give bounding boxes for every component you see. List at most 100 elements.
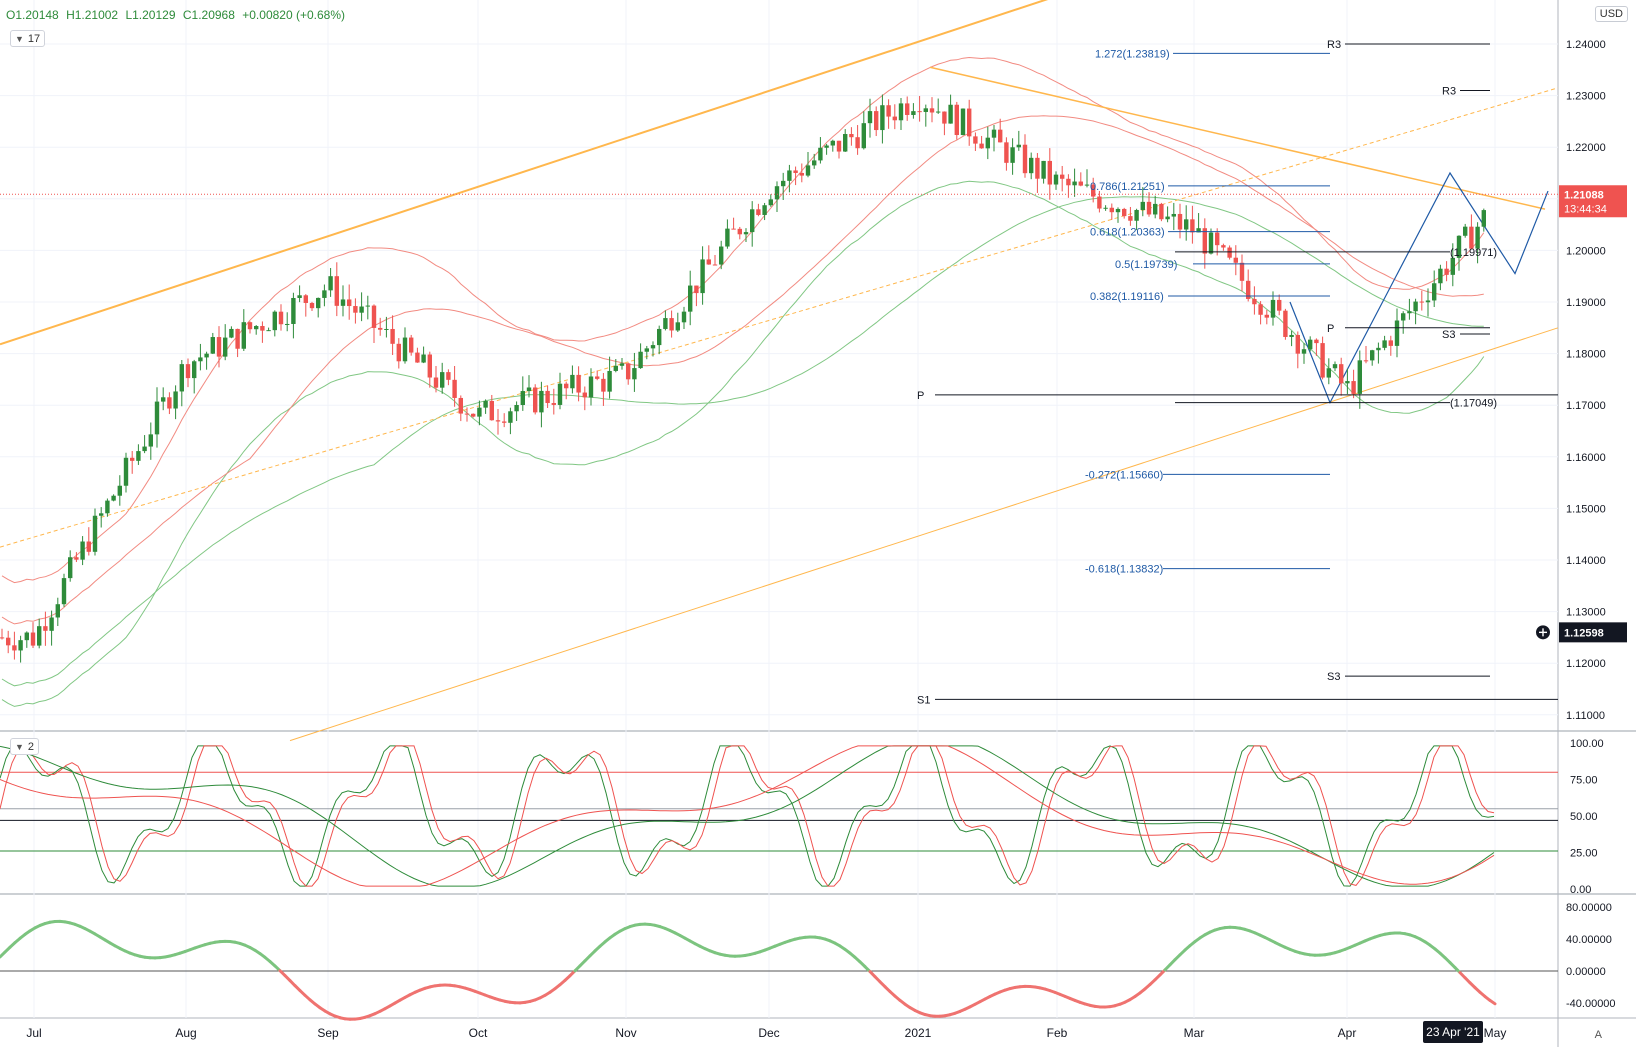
candle	[557, 383, 563, 405]
candle	[638, 351, 643, 369]
price-tick-label: 1.12000	[1566, 658, 1606, 670]
candle	[774, 186, 780, 200]
candle	[123, 457, 129, 486]
candle	[477, 407, 482, 417]
candle	[1097, 196, 1102, 209]
candle	[626, 363, 631, 380]
candle	[1444, 268, 1449, 275]
pivot-level-label: R3	[1327, 39, 1341, 51]
pivot-level-label: S1	[917, 694, 930, 706]
stoch-indicators-toggle[interactable]: ▼ 2	[10, 738, 40, 755]
candle	[161, 397, 166, 402]
candle	[973, 136, 978, 144]
candle	[322, 290, 327, 298]
candle	[669, 318, 674, 331]
candle	[68, 557, 73, 579]
candle	[750, 209, 755, 233]
candle	[278, 311, 284, 325]
candle	[185, 364, 191, 379]
candle	[1258, 304, 1263, 315]
ohlc-readout: O1.20148 H1.21002 L1.20129 C1.20968 +0.0…	[6, 8, 349, 22]
candle	[55, 604, 60, 618]
candle	[731, 228, 736, 230]
momentum-segment	[1488, 998, 1497, 1006]
candle	[464, 413, 470, 415]
time-axis-label: Aug	[175, 1026, 196, 1040]
price-tick-label: 1.20000	[1566, 245, 1606, 257]
candle	[663, 318, 668, 329]
candle	[1270, 299, 1276, 318]
candle	[1456, 235, 1462, 258]
main-indicators-toggle[interactable]: ▼ 17	[10, 30, 46, 47]
pivot-level-label: P	[917, 390, 924, 402]
candle	[1382, 340, 1387, 348]
candle	[235, 328, 240, 349]
candle	[520, 391, 525, 405]
candle	[818, 147, 823, 161]
pivot-level-label: R3	[1442, 85, 1456, 97]
lower-channel-line	[289, 327, 1559, 742]
candle	[1351, 381, 1356, 394]
candle	[1314, 339, 1319, 344]
candle	[551, 403, 556, 405]
price-tick-label: 1.17000	[1566, 400, 1606, 412]
price-tick-label: 1.22000	[1566, 142, 1606, 154]
candle	[1308, 339, 1313, 350]
time-axis-label: May	[1484, 1026, 1507, 1040]
countdown-label: 13:44:34	[1564, 203, 1607, 215]
currency-button[interactable]: USD	[1594, 6, 1628, 22]
candle	[880, 105, 885, 131]
candle	[452, 379, 457, 398]
candle	[1196, 228, 1201, 233]
candle	[1060, 174, 1065, 179]
candle	[867, 111, 873, 124]
candle	[297, 295, 302, 298]
osc-tick-label: 40.00000	[1566, 934, 1612, 946]
low-value: L1.20129	[125, 8, 176, 22]
fib-level-label: 0.618(1.20363)	[1090, 227, 1165, 239]
candle	[830, 140, 835, 146]
candle	[1010, 147, 1015, 163]
pivot-level-label: S3	[1442, 329, 1455, 341]
candle	[502, 421, 507, 423]
candle	[1091, 184, 1096, 197]
candle	[415, 352, 420, 363]
candle	[985, 137, 990, 149]
candle	[86, 541, 91, 552]
candle	[49, 617, 54, 631]
candle	[192, 361, 197, 379]
candle	[111, 495, 116, 501]
candle	[1339, 364, 1344, 384]
candle	[365, 305, 370, 307]
upper-channel-line	[0, 0, 1049, 346]
candle	[991, 129, 997, 138]
candle	[948, 104, 953, 124]
stoch-d-line	[0, 745, 1495, 887]
candle	[1184, 219, 1189, 230]
candle	[1153, 203, 1158, 215]
candle	[1413, 301, 1418, 312]
candle	[241, 322, 246, 349]
candle	[396, 343, 401, 362]
candle	[793, 170, 798, 173]
candle	[601, 378, 606, 392]
auto-scale-button[interactable]: A	[1594, 1029, 1602, 1041]
candle	[694, 285, 699, 294]
candle	[1047, 160, 1052, 185]
candle	[1122, 208, 1127, 217]
candle	[545, 390, 550, 404]
candle	[1283, 310, 1288, 337]
candle	[1140, 201, 1145, 210]
candle	[353, 306, 358, 313]
candle	[905, 103, 910, 115]
fib-level-label: 0.786(1.21251)	[1090, 181, 1165, 193]
fib-level-label: 1.272(1.23819)	[1095, 48, 1170, 60]
chevron-down-icon: ▼	[15, 741, 24, 752]
candle	[1252, 298, 1257, 305]
candle	[892, 116, 897, 121]
candle	[613, 365, 618, 371]
candle	[24, 632, 29, 641]
candle	[923, 108, 928, 112]
candle	[1171, 213, 1176, 217]
